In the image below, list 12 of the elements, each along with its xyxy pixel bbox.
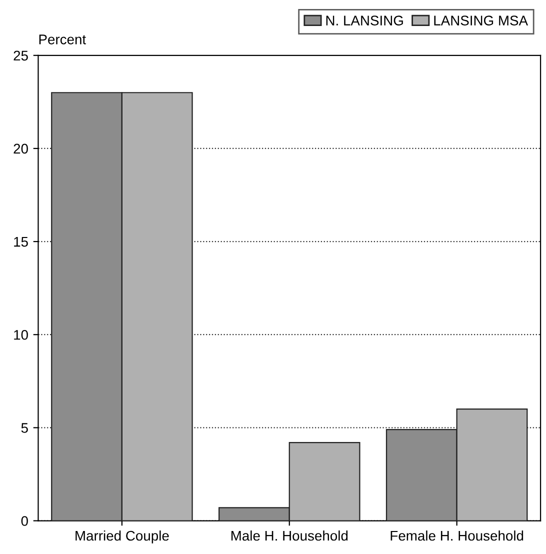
x-tick-label: Male H. Household <box>231 530 348 541</box>
legend-label: N. LANSING <box>326 16 403 26</box>
y-tick-label: 0 <box>21 516 28 526</box>
y-tick-label: 10 <box>14 330 28 340</box>
x-tick-label: Married Couple <box>76 530 169 544</box>
y-tick-label: 5 <box>21 423 28 433</box>
legend-label: LANSING MSA <box>434 16 528 26</box>
y-tick-label: 20 <box>14 144 28 154</box>
x-tick-label: Female H. Household <box>390 530 524 541</box>
y-axis-title: Percent <box>39 34 86 44</box>
y-tick-label: 25 <box>14 50 28 61</box>
y-tick-label: 15 <box>14 237 28 247</box>
